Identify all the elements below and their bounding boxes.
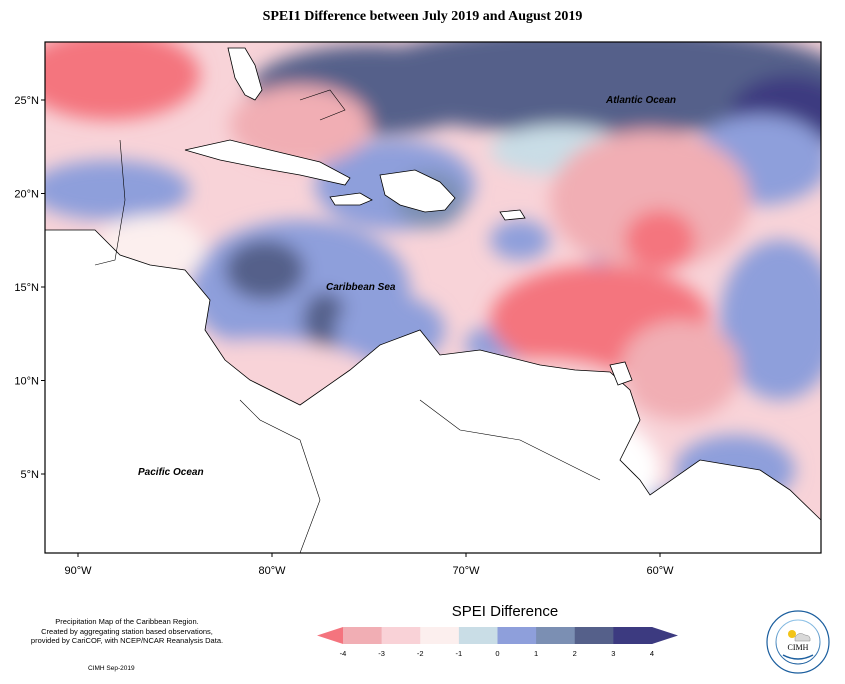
colorbar-tick-label: -4: [340, 649, 347, 658]
colorbar-tick-label: 1: [534, 649, 538, 658]
colorbar-tick-label: 0: [495, 649, 499, 658]
lat-tick-label: 10°N: [14, 376, 39, 388]
lat-tick-label: 15°N: [14, 282, 39, 294]
colorbar-tick-label: 4: [650, 649, 654, 658]
lon-tick-label: 60°W: [646, 565, 674, 577]
colorbar-segment: [381, 627, 421, 644]
lat-tick-label: 5°N: [21, 469, 40, 481]
legend-colorbar: -4 -3 -2 -1 0 1 2 3 4: [317, 627, 678, 658]
atlantic-ocean-label: Atlantic Ocean: [605, 95, 676, 106]
caribbean-sea-label: Caribbean Sea: [326, 282, 396, 293]
colorbar-tick-label: -1: [456, 649, 463, 658]
colorbar-segment: [458, 627, 498, 644]
colorbar-tick-label: -3: [378, 649, 385, 658]
colorbar-segment: [343, 627, 383, 644]
colorbar-segment: [613, 627, 653, 644]
map-title: SPEI1 Difference between July 2019 and A…: [262, 9, 583, 24]
land-masses: [45, 47, 821, 553]
colorbar-tick-label: 2: [573, 649, 577, 658]
colorbar-segment: [574, 627, 614, 644]
map-frame: [44, 41, 822, 554]
sun-icon: [788, 630, 796, 638]
lat-tick-label: 25°N: [14, 95, 39, 107]
logo-abbr: CIMH: [788, 643, 809, 652]
spei-field: [45, 42, 821, 553]
footer-description: Precipitation Map of the Caribbean Regio…: [12, 617, 242, 646]
footer-line-1: Precipitation Map of the Caribbean Regio…: [55, 617, 199, 626]
axis-ticks: 25°N 20°N 15°N 10°N 5°N 90°W 80°W 70°W 60°W: [14, 95, 674, 577]
lat-tick-label: 20°N: [14, 189, 39, 201]
colorbar-tick-label: 3: [611, 649, 615, 658]
lon-tick-label: 70°W: [452, 565, 480, 577]
colorbar-segment: [420, 627, 460, 644]
legend-title: SPEI Difference: [451, 603, 559, 620]
footer-line-3: provided by CariCOF, with NCEP/NCAR Rean…: [30, 636, 224, 645]
cloud-icon: [794, 633, 811, 642]
lon-tick-label: 90°W: [64, 565, 92, 577]
cimh-logo: CIMH: [766, 610, 830, 674]
colorbar-max-cap: [652, 627, 678, 644]
colorbar-segment: [497, 627, 537, 644]
colorbar-segment: [536, 627, 576, 644]
lon-tick-label: 80°W: [258, 565, 286, 577]
pacific-ocean-label: Pacific Ocean: [138, 467, 204, 478]
colorbar-tick-label: -2: [417, 649, 424, 658]
colorbar-min-cap: [317, 627, 343, 644]
footer-line-2: Created by aggregating station based obs…: [41, 626, 213, 636]
footer-date: CIMH Sep-2019: [88, 665, 135, 672]
